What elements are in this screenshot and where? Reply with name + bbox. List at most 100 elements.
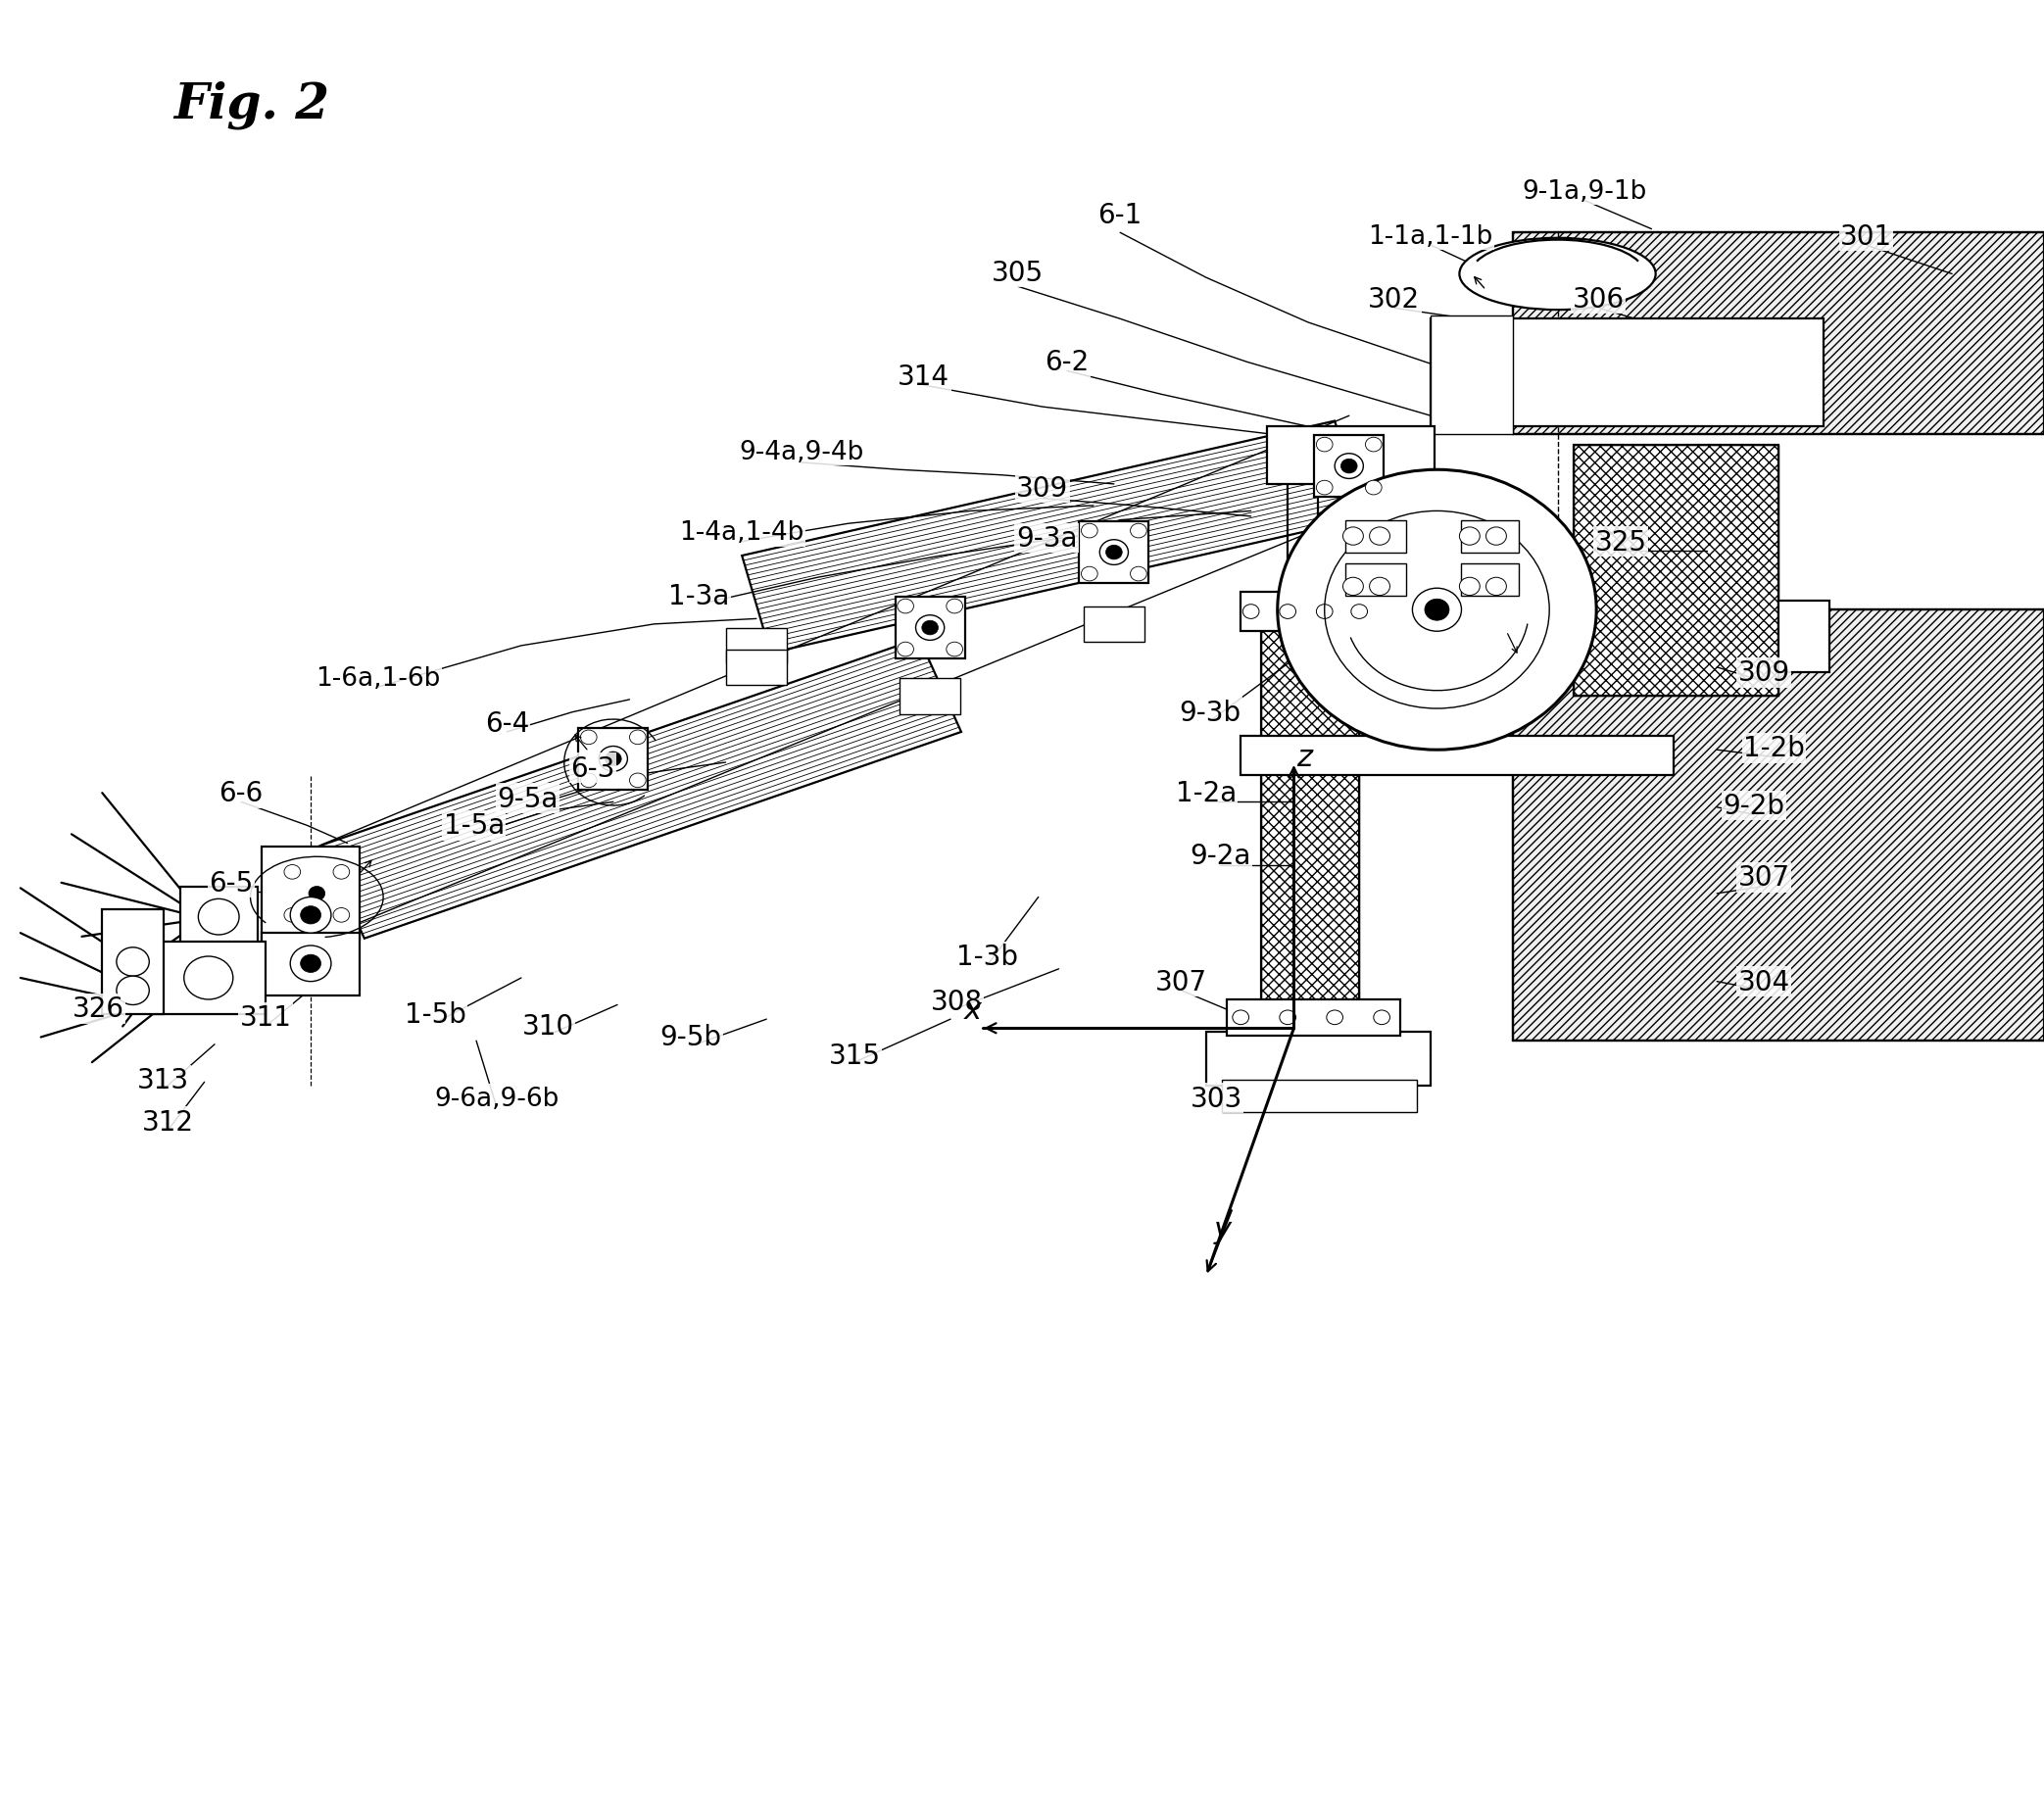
Ellipse shape <box>1130 524 1147 538</box>
Polygon shape <box>1513 610 2044 1041</box>
Text: y: y <box>1214 1215 1230 1244</box>
Bar <box>1261 625 1359 1023</box>
Text: 309: 309 <box>1016 474 1069 503</box>
Text: 310: 310 <box>521 1012 574 1041</box>
Text: 309: 309 <box>1737 659 1791 687</box>
Text: 313: 313 <box>137 1066 190 1095</box>
Text: 325: 325 <box>1594 528 1647 556</box>
Bar <box>262 933 360 996</box>
Ellipse shape <box>1316 605 1333 619</box>
Bar <box>726 628 787 664</box>
Ellipse shape <box>1412 589 1461 632</box>
Bar <box>153 942 266 1014</box>
Ellipse shape <box>916 616 944 641</box>
Text: 308: 308 <box>930 987 983 1016</box>
Text: 1-5a: 1-5a <box>444 811 505 840</box>
Ellipse shape <box>580 774 597 788</box>
Ellipse shape <box>1486 528 1506 546</box>
Text: 307: 307 <box>1737 863 1791 892</box>
Text: 6-5: 6-5 <box>208 869 253 898</box>
Ellipse shape <box>1486 578 1506 596</box>
Bar <box>1778 601 1829 673</box>
Text: 6-4: 6-4 <box>484 709 529 738</box>
Text: z: z <box>1296 743 1312 772</box>
Bar <box>180 887 258 948</box>
Bar <box>102 910 164 1014</box>
Ellipse shape <box>333 865 350 880</box>
Text: 1-1a,1-1b: 1-1a,1-1b <box>1367 224 1494 250</box>
Bar <box>1461 564 1519 596</box>
Ellipse shape <box>1327 1011 1343 1025</box>
Bar <box>1079 522 1149 583</box>
Text: 9-1a,9-1b: 9-1a,9-1b <box>1521 180 1647 205</box>
Text: 9-6a,9-6b: 9-6a,9-6b <box>433 1086 560 1111</box>
Bar <box>1267 427 1435 485</box>
Text: 9-3b: 9-3b <box>1179 698 1241 727</box>
Ellipse shape <box>1280 1011 1296 1025</box>
Ellipse shape <box>284 908 300 923</box>
Ellipse shape <box>1100 540 1128 565</box>
Ellipse shape <box>580 731 597 745</box>
Ellipse shape <box>1459 578 1480 596</box>
Ellipse shape <box>630 731 646 745</box>
Ellipse shape <box>1243 605 1259 619</box>
Ellipse shape <box>284 865 300 880</box>
Text: 306: 306 <box>1572 285 1625 314</box>
Ellipse shape <box>1335 454 1363 479</box>
Bar <box>1206 1032 1431 1086</box>
Text: 9-5b: 9-5b <box>660 1023 722 1052</box>
Ellipse shape <box>605 752 621 766</box>
Bar <box>1314 436 1384 497</box>
Ellipse shape <box>897 643 914 657</box>
Bar <box>1226 1000 1400 1036</box>
Text: 9-3a: 9-3a <box>1016 524 1077 553</box>
Ellipse shape <box>946 600 963 614</box>
Ellipse shape <box>1459 528 1480 546</box>
Bar <box>1529 565 1580 610</box>
Polygon shape <box>742 422 1363 653</box>
Ellipse shape <box>1365 481 1382 495</box>
Text: 315: 315 <box>828 1041 881 1070</box>
Text: 311: 311 <box>239 1003 292 1032</box>
Ellipse shape <box>1233 1011 1249 1025</box>
Bar <box>1241 592 1384 632</box>
Bar <box>1461 521 1519 553</box>
Ellipse shape <box>1425 600 1449 621</box>
Ellipse shape <box>1351 605 1367 619</box>
Ellipse shape <box>1343 578 1363 596</box>
Ellipse shape <box>300 955 321 973</box>
Ellipse shape <box>1316 438 1333 452</box>
Bar <box>1261 625 1359 1023</box>
Text: 1-5b: 1-5b <box>405 1000 466 1029</box>
Ellipse shape <box>1369 528 1390 546</box>
Bar <box>1431 316 1513 434</box>
Text: 1-2b: 1-2b <box>1744 734 1805 763</box>
Ellipse shape <box>897 600 914 614</box>
Text: 1-4a,1-4b: 1-4a,1-4b <box>679 521 805 546</box>
Text: 303: 303 <box>1190 1084 1243 1113</box>
Bar <box>1222 1081 1416 1113</box>
Text: 1-3b: 1-3b <box>957 942 1018 971</box>
Text: 6-1: 6-1 <box>1098 201 1143 230</box>
Bar <box>895 598 965 659</box>
Text: 1-2a: 1-2a <box>1175 779 1237 808</box>
Text: 307: 307 <box>1155 968 1208 996</box>
Ellipse shape <box>1341 460 1357 474</box>
Bar <box>1574 445 1778 696</box>
Text: 314: 314 <box>897 363 950 391</box>
Ellipse shape <box>1081 567 1098 582</box>
Ellipse shape <box>1081 524 1098 538</box>
Text: 9-2a: 9-2a <box>1190 842 1251 871</box>
Text: 9-4a,9-4b: 9-4a,9-4b <box>738 440 865 465</box>
Text: 6-2: 6-2 <box>1044 348 1089 377</box>
Text: 326: 326 <box>72 994 125 1023</box>
Text: 6-6: 6-6 <box>219 779 264 808</box>
Bar <box>262 847 360 941</box>
Text: Fig. 2: Fig. 2 <box>174 81 329 129</box>
Bar <box>282 863 352 924</box>
Ellipse shape <box>1343 528 1363 546</box>
Bar <box>1431 320 1823 427</box>
Ellipse shape <box>198 899 239 935</box>
Ellipse shape <box>630 774 646 788</box>
Bar <box>1345 564 1406 596</box>
